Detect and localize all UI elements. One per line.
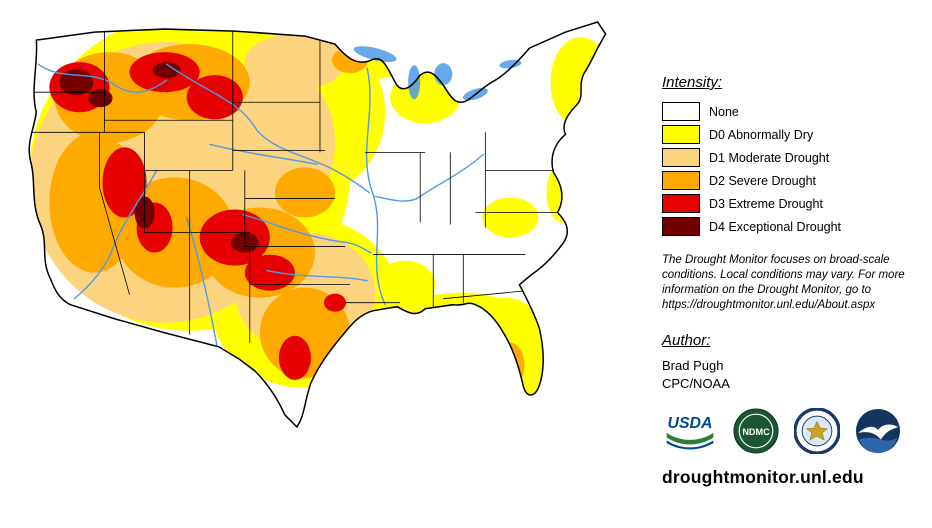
ndmc-logo: NDMC xyxy=(733,408,779,454)
commerce-seal-logo xyxy=(794,407,840,454)
legend: None D0 Abnormally Dry D1 Moderate Droug… xyxy=(662,102,930,236)
author-title: Author: xyxy=(662,331,711,349)
info-panel: Intensity: None D0 Abnormally Dry D1 Mod… xyxy=(662,74,930,488)
us-map-svg xyxy=(28,21,607,429)
legend-item-none: None xyxy=(662,102,930,121)
ndmc-logo-text: NDMC xyxy=(742,427,770,437)
legend-swatch-d1 xyxy=(662,148,700,167)
usda-logo: USDA xyxy=(666,415,714,450)
usda-logo-text: USDA xyxy=(668,415,713,432)
legend-item-d3: D3 Extreme Drought xyxy=(662,194,930,213)
noaa-seagull xyxy=(857,424,899,440)
noaa-logo xyxy=(855,408,901,453)
author-org: CPC/NOAA xyxy=(662,375,730,391)
usda-swoosh xyxy=(666,432,714,445)
legend-label-none: None xyxy=(709,104,739,119)
legend-swatch-d2 xyxy=(662,171,700,190)
legend-swatch-d4 xyxy=(662,217,700,236)
legend-swatch-d0 xyxy=(662,125,700,144)
legend-item-d1: D1 Moderate Drought xyxy=(662,148,930,167)
legend-label-d2: D2 Severe Drought xyxy=(709,173,817,188)
noaa-sea xyxy=(858,437,898,453)
us-outline xyxy=(28,21,607,429)
legend-swatch-d3 xyxy=(662,194,700,213)
legend-item-d2: D2 Severe Drought xyxy=(662,171,930,190)
legend-item-d0: D0 Abnormally Dry xyxy=(662,125,930,144)
legend-item-d4: D4 Exceptional Drought xyxy=(662,217,930,236)
state-borders xyxy=(29,31,561,343)
legend-label-d0: D0 Abnormally Dry xyxy=(709,127,814,142)
author-name: Brad Pugh xyxy=(662,357,724,373)
rivers xyxy=(37,63,485,346)
legend-label-d4: D4 Exceptional Drought xyxy=(709,219,842,234)
usda-underline xyxy=(666,440,714,450)
commerce-eagle xyxy=(805,420,829,441)
disclaimer-text: The Drought Monitor focuses on broad-sca… xyxy=(662,254,905,311)
legend-label-d1: D1 Moderate Drought xyxy=(709,150,830,165)
legend-label-d3: D3 Extreme Drought xyxy=(709,196,823,211)
legend-swatch-none xyxy=(662,102,700,121)
site-url: droughtmonitor.unl.edu xyxy=(662,466,864,487)
d3-regions xyxy=(49,52,347,380)
legend-title: Intensity: xyxy=(662,74,723,91)
us-drought-map xyxy=(4,2,656,438)
logo-row: USDA NDMC xyxy=(662,407,930,454)
